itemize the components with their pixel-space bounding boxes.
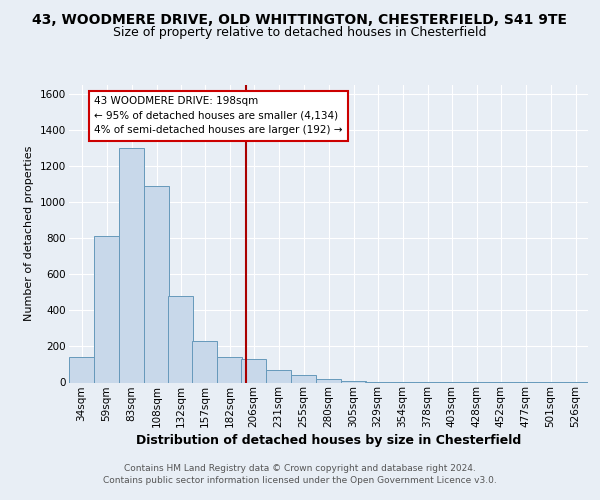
Text: 43 WOODMERE DRIVE: 198sqm
← 95% of detached houses are smaller (4,134)
4% of sem: 43 WOODMERE DRIVE: 198sqm ← 95% of detac…: [94, 96, 343, 136]
Bar: [144, 186, 169, 382]
Bar: [192, 341, 217, 382]
Bar: [316, 379, 341, 382]
Bar: [341, 380, 366, 382]
Y-axis label: Number of detached properties: Number of detached properties: [25, 146, 34, 322]
X-axis label: Distribution of detached houses by size in Chesterfield: Distribution of detached houses by size …: [136, 434, 521, 448]
Text: Contains public sector information licensed under the Open Government Licence v3: Contains public sector information licen…: [103, 476, 497, 485]
Text: Contains HM Land Registry data © Crown copyright and database right 2024.: Contains HM Land Registry data © Crown c…: [124, 464, 476, 473]
Bar: [291, 376, 316, 382]
Text: 43, WOODMERE DRIVE, OLD WHITTINGTON, CHESTERFIELD, S41 9TE: 43, WOODMERE DRIVE, OLD WHITTINGTON, CHE…: [32, 12, 568, 26]
Text: Size of property relative to detached houses in Chesterfield: Size of property relative to detached ho…: [113, 26, 487, 39]
Bar: [168, 296, 193, 382]
Bar: [217, 358, 242, 382]
Bar: [241, 359, 266, 382]
Bar: [69, 358, 94, 382]
Bar: [266, 370, 291, 382]
Bar: [119, 148, 144, 382]
Bar: [94, 236, 119, 382]
